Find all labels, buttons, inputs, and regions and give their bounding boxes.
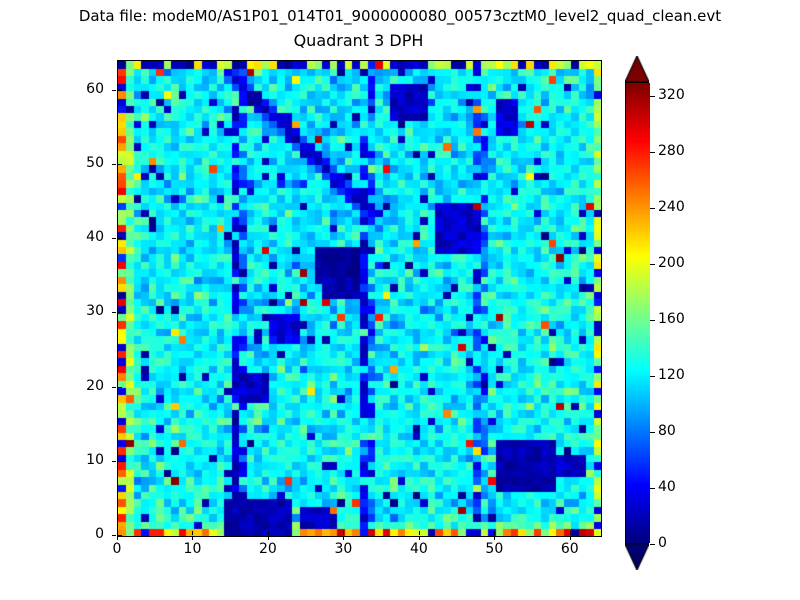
y-tick (112, 238, 116, 240)
x-tick (117, 536, 118, 540)
colorbar-tick-label: 160 (658, 311, 685, 327)
colorbar-tick-label: 0 (658, 535, 667, 551)
x-tick-label: 40 (409, 541, 428, 557)
y-tick (112, 386, 116, 388)
colorbar-under-arrow (625, 544, 649, 570)
data-file-label: Data file: modeM0/AS1P01_014T01_90000000… (78, 7, 722, 25)
x-tick-label: 60 (560, 541, 579, 557)
y-tick-inner (118, 386, 122, 388)
colorbar-tick-label: 80 (658, 423, 676, 439)
colorbar-tick-label: 200 (658, 255, 685, 271)
x-tick (569, 536, 571, 540)
y-tick-inner (118, 163, 122, 165)
colorbar-tick (650, 264, 655, 265)
x-tick (267, 536, 269, 540)
y-tick-label: 0 (95, 526, 104, 542)
colorbar-tick (650, 432, 655, 433)
x-tick (343, 536, 345, 540)
colorbar-tick (650, 488, 655, 489)
colorbar-body (625, 82, 650, 544)
colorbar-tick (650, 544, 655, 545)
x-tick-label: 20 (259, 541, 277, 557)
x-tick (418, 536, 420, 540)
x-tick-inner (343, 531, 345, 535)
x-tick-label: 10 (183, 541, 202, 557)
colorbar-over-arrow (625, 56, 649, 82)
colorbar[interactable]: 0 40 80 120 160 200 240 280 320 (625, 56, 715, 570)
y-tick (112, 535, 116, 536)
colorbar-tick (650, 96, 655, 97)
y-tick (112, 163, 116, 165)
x-tick-label: 50 (485, 541, 504, 557)
x-tick-inner (569, 531, 571, 535)
x-tick-inner (418, 531, 420, 535)
y-tick-inner (118, 460, 122, 462)
x-tick-label: 30 (334, 541, 353, 557)
x-tick (192, 536, 194, 540)
y-tick-inner (118, 312, 122, 314)
y-tick-inner (118, 89, 122, 91)
x-tick-inner (267, 531, 269, 535)
y-tick-inner (118, 535, 122, 536)
heatmap-image (118, 61, 601, 536)
y-tick-label: 60 (86, 80, 104, 97)
colorbar-tick-label: 120 (658, 367, 685, 383)
heatmap-axes[interactable] (117, 60, 602, 537)
y-tick (112, 460, 116, 462)
x-tick-label: 0 (112, 541, 122, 557)
y-tick (112, 89, 116, 91)
y-tick (112, 312, 116, 314)
plot-title: Quadrant 3 DPH (293, 31, 424, 50)
y-tick-label: 40 (86, 229, 104, 246)
y-tick-label: 50 (86, 154, 104, 171)
colorbar-tick (650, 208, 655, 209)
y-tick-label: 20 (86, 377, 104, 394)
colorbar-tick-label: 320 (658, 87, 685, 103)
colorbar-tick-label: 280 (658, 143, 685, 159)
y-tick-label: 10 (86, 451, 104, 468)
colorbar-tick (650, 376, 655, 377)
colorbar-tick-label: 240 (658, 199, 685, 215)
y-tick-inner (118, 238, 122, 240)
colorbar-gradient (626, 83, 650, 543)
x-tick-inner (494, 531, 496, 535)
colorbar-tick (650, 152, 655, 153)
x-tick-inner (117, 531, 118, 535)
x-tick-inner (192, 531, 194, 535)
y-tick-label: 30 (86, 303, 104, 320)
x-tick (494, 536, 496, 540)
colorbar-tick-label: 40 (658, 479, 676, 495)
colorbar-tick (650, 320, 655, 321)
